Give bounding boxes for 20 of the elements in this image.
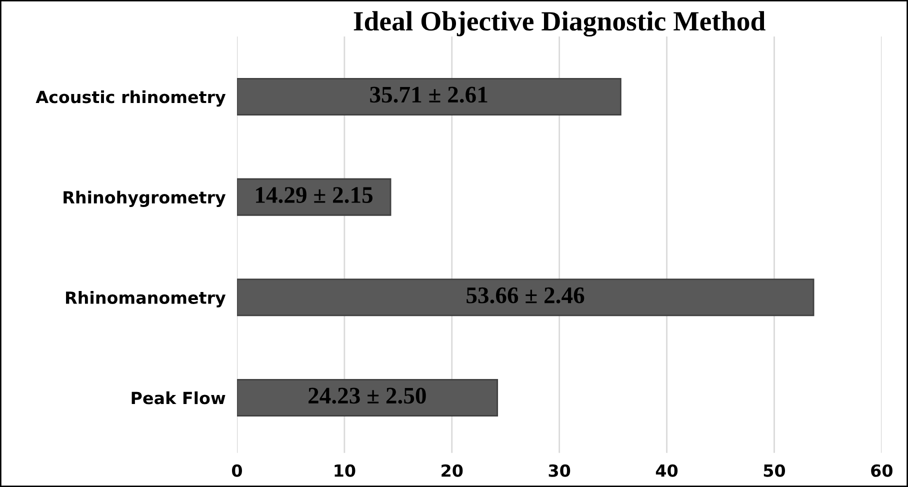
bar: [236, 278, 814, 316]
data-label: 14.29 ± 2.15: [256, 187, 372, 204]
data-label: 35.71 ± 2.61: [370, 86, 488, 103]
data-label: 53.66 ± 2.46: [466, 287, 584, 304]
x-tick-label: 60: [871, 464, 892, 477]
x-tick-label: 0: [232, 464, 242, 477]
x-tick-label: 50: [764, 464, 786, 477]
chart-title: Ideal Objective Diagnostic Method: [354, 11, 766, 37]
bar: [236, 178, 392, 216]
bar: [236, 78, 622, 116]
x-tick-label: 30: [548, 464, 570, 477]
y-tick-label: Rhinomanometry: [66, 291, 226, 308]
x-tick-label: 20: [442, 464, 463, 477]
y-tick-label: Rhinohygrometry: [64, 190, 226, 207]
y-tick-label: Peak Flow: [132, 391, 226, 404]
x-tick-label: 40: [656, 464, 678, 477]
data-label: 24.23 ± 2.50: [308, 388, 426, 404]
bar: [236, 378, 498, 416]
y-tick-label: Acoustic rhinometry: [36, 90, 226, 107]
x-tick-label: 10: [334, 464, 356, 477]
